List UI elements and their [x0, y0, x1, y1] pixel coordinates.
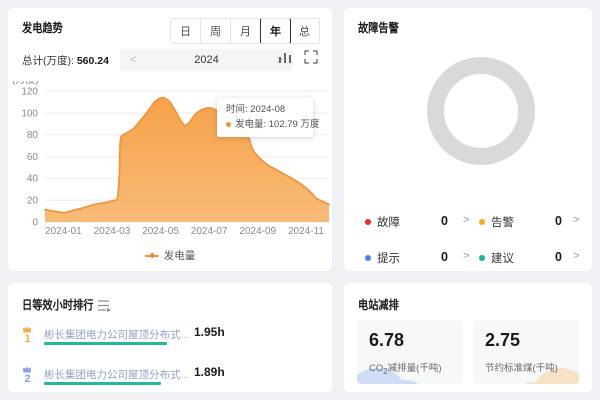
svg-text:2024-11: 2024-11 — [288, 226, 324, 237]
svg-text:2024-03: 2024-03 — [94, 226, 131, 237]
svg-text:2024-05: 2024-05 — [142, 226, 179, 237]
svg-text:2024-01: 2024-01 — [45, 226, 82, 237]
svg-text:2024-09: 2024-09 — [239, 226, 276, 237]
svg-text:(万度): (万度) — [12, 81, 39, 86]
svg-text:40: 40 — [27, 174, 39, 185]
svg-text:0: 0 — [32, 217, 38, 228]
svg-text:60: 60 — [27, 152, 39, 163]
svg-text:20: 20 — [27, 196, 39, 207]
svg-text:100: 100 — [21, 108, 38, 119]
svg-text:120: 120 — [21, 87, 38, 98]
svg-text:2024-07: 2024-07 — [191, 226, 228, 237]
svg-text:80: 80 — [27, 130, 39, 141]
